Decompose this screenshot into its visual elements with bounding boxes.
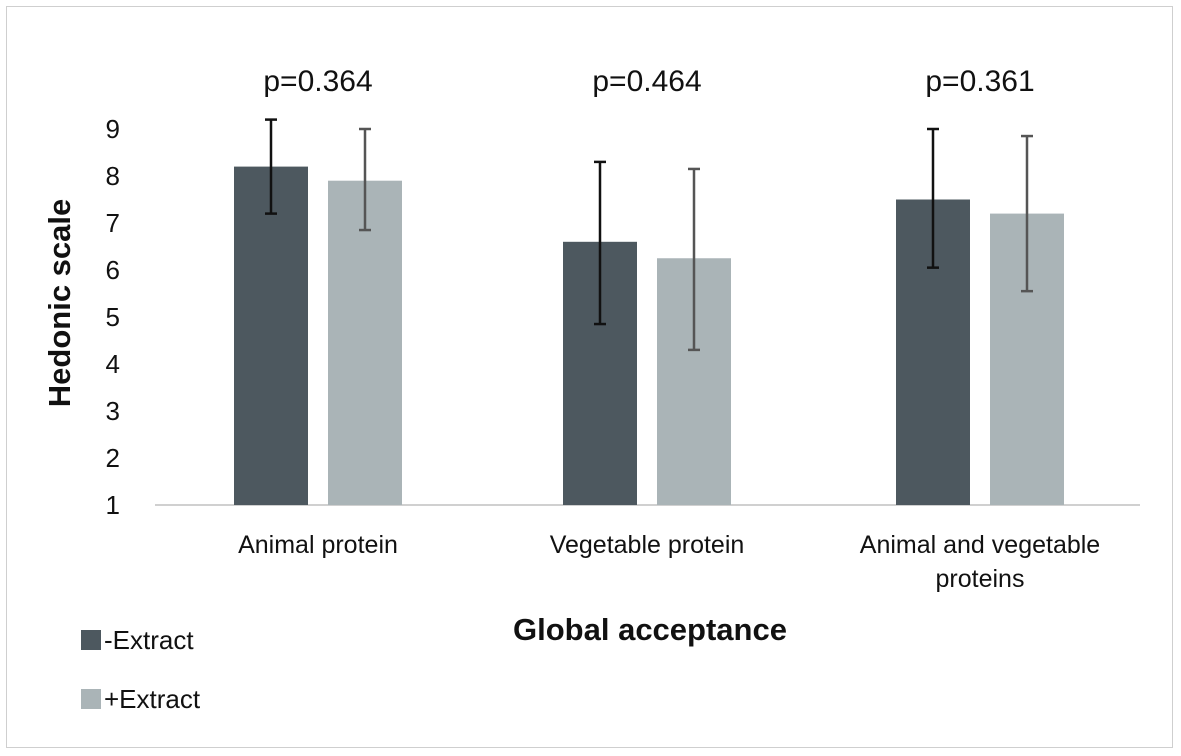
y-tick-label: 3: [106, 396, 120, 426]
y-tick-label: 9: [106, 114, 120, 144]
p-value-label: p=0.464: [592, 65, 701, 98]
x-tick-label: proteins: [936, 565, 1025, 593]
error-bars: [265, 118, 1033, 352]
legend-label: +Extract: [104, 684, 201, 714]
legend-swatch: [81, 630, 101, 650]
legend: -Extract +Extract: [81, 625, 201, 714]
x-tick-label: Animal protein: [238, 531, 398, 559]
y-tick-label: 6: [106, 255, 120, 285]
x-tick-label: Vegetable protein: [550, 531, 745, 559]
p-value-label: p=0.361: [925, 65, 1034, 98]
x-axis-title: Global acceptance: [513, 612, 787, 647]
x-tick-label: Animal and vegetable: [860, 531, 1100, 559]
legend-label: -Extract: [104, 625, 194, 655]
bar: [328, 180, 402, 505]
y-tick-label: 4: [106, 349, 120, 379]
p-value-label: p=0.364: [263, 65, 372, 98]
y-axis-ticks: 1 2 3 4 5 6 7 8 9: [106, 114, 120, 520]
y-tick-label: 5: [106, 302, 120, 332]
p-value-annotations: p=0.364 p=0.464 p=0.361: [263, 65, 1034, 98]
bar: [234, 166, 308, 505]
y-axis-title: Hedonic scale: [42, 199, 77, 407]
y-tick-label: 1: [106, 490, 120, 520]
x-axis-category-labels: Animal protein Vegetable protein Animal an…: [238, 531, 1100, 593]
y-tick-label: 7: [106, 208, 120, 238]
legend-swatch: [81, 689, 101, 709]
bars: [234, 166, 1064, 506]
y-tick-label: 8: [106, 161, 120, 191]
y-tick-label: 2: [106, 443, 120, 473]
